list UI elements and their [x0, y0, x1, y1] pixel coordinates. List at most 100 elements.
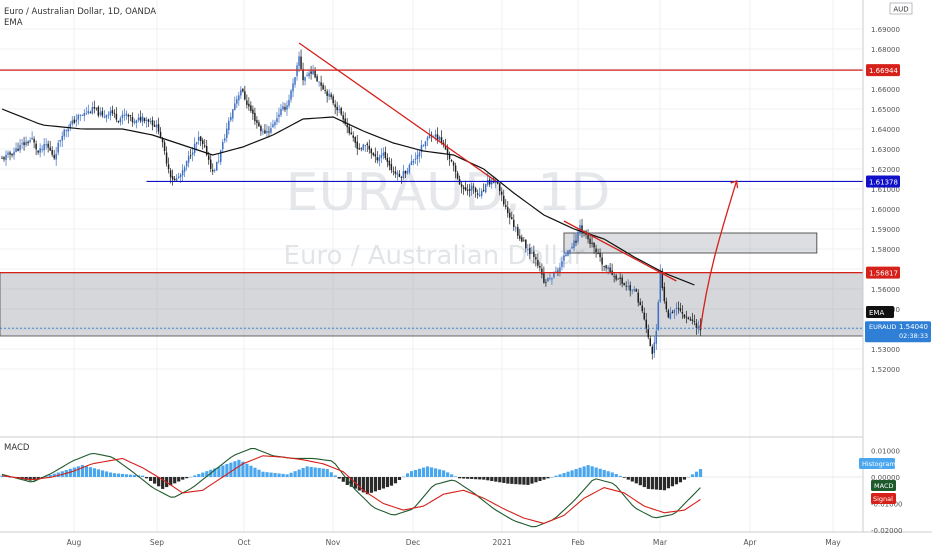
candle-body: [484, 183, 487, 193]
candle: [318, 81, 320, 87]
candle: [234, 96, 236, 111]
drawings[interactable]: [0, 42, 863, 330]
price-tick-label: 1.64000: [871, 126, 900, 134]
candle-body: [424, 141, 427, 147]
candle: [205, 139, 208, 157]
current-price-symbol: EURAUD: [869, 323, 896, 331]
macd-histogram-bar: [365, 477, 369, 495]
time-tick-label: Oct: [238, 538, 251, 547]
candle-body: [609, 267, 611, 272]
candle: [517, 224, 519, 239]
candle: [424, 140, 427, 150]
candle-body: [460, 184, 463, 187]
candle-body: [117, 120, 120, 122]
macd-histogram-bar: [638, 477, 642, 486]
candle: [262, 128, 264, 136]
macd-histogram-bar: [409, 471, 414, 477]
macd-histogram-bar: [490, 477, 494, 481]
macd-histogram-bar: [128, 474, 133, 477]
trendline-2: [563, 220, 677, 282]
bar-countdown: 02:38:33: [899, 332, 928, 340]
candle: [605, 264, 607, 272]
candle: [354, 136, 356, 148]
candle-body: [147, 119, 150, 122]
candle: [256, 116, 258, 129]
candle: [201, 137, 204, 150]
candle-body: [679, 308, 682, 311]
candle: [374, 147, 377, 163]
candle: [145, 116, 148, 128]
candle: [482, 183, 485, 193]
candle: [360, 147, 363, 152]
candle: [521, 234, 523, 243]
macd-histogram-bar: [88, 467, 93, 477]
watermark: EURAUD, 1D Euro / Australian Dollar: [284, 163, 611, 271]
candle-body: [57, 142, 59, 153]
candle: [344, 112, 346, 126]
macd-histogram-bar: [381, 477, 386, 489]
candle-body: [426, 137, 429, 141]
candle-body: [240, 90, 242, 96]
candle-body: [25, 141, 27, 146]
macd-histogram-bar: [393, 477, 398, 484]
candle-body: [613, 276, 615, 277]
candle: [75, 113, 78, 127]
candle-body: [496, 181, 499, 184]
candle: [135, 119, 138, 129]
candle-body: [515, 227, 517, 229]
candle: [240, 86, 242, 99]
macd-title[interactable]: MACD: [4, 443, 30, 453]
candle-body: [639, 302, 641, 306]
candle: [65, 129, 67, 138]
candle: [657, 299, 660, 331]
candle: [258, 119, 260, 128]
candle-body: [537, 259, 539, 266]
candle-body: [551, 278, 553, 280]
candle-body: [75, 119, 78, 122]
macd-histogram-bar: [169, 477, 173, 486]
candle-body: [302, 69, 304, 81]
candle-body: [203, 145, 206, 147]
candle: [639, 298, 641, 306]
candle-body: [420, 145, 423, 153]
candle-body: [360, 148, 363, 150]
candle: [376, 151, 379, 164]
signal-legend-bg: [871, 493, 896, 504]
time-tick-label: Sep: [150, 538, 164, 547]
macd-histogram-bar: [52, 473, 56, 477]
macd-histogram-bar: [329, 472, 333, 477]
candle-body: [167, 164, 170, 170]
macd-histogram-bar: [582, 466, 586, 477]
candle-body: [79, 114, 82, 116]
candle: [87, 104, 90, 115]
candle-body: [408, 164, 411, 173]
indicator-ema-label[interactable]: EMA: [4, 18, 23, 28]
macd-histogram-bar: [149, 477, 153, 481]
macd-histogram-bar: [257, 469, 261, 477]
signal-line: [1, 455, 701, 524]
price-tick-label: 1.65000: [871, 106, 900, 114]
candle-body: [89, 112, 92, 114]
candle-body: [107, 114, 110, 116]
candle-body: [575, 240, 577, 243]
candle-body: [464, 187, 467, 191]
macd-histogram-bar: [470, 477, 474, 479]
candle-body: [234, 103, 236, 110]
candle-body: [659, 271, 662, 302]
candle-body: [440, 137, 443, 143]
candle-body: [119, 118, 122, 123]
macd-histogram-bar: [642, 477, 646, 488]
candle: [250, 101, 252, 113]
candle: [203, 139, 206, 149]
macd-histogram-bar: [269, 472, 273, 477]
candle: [121, 110, 124, 125]
signal-legend-text: Signal: [873, 495, 893, 503]
macd-histogram-bar: [474, 477, 478, 480]
candle-body: [388, 160, 391, 166]
candle-body: [328, 93, 330, 97]
price-tick-label: 1.60000: [871, 206, 900, 214]
candle-body: [197, 136, 200, 141]
candle-body: [151, 120, 154, 126]
macd-histogram-bar: [413, 469, 418, 477]
